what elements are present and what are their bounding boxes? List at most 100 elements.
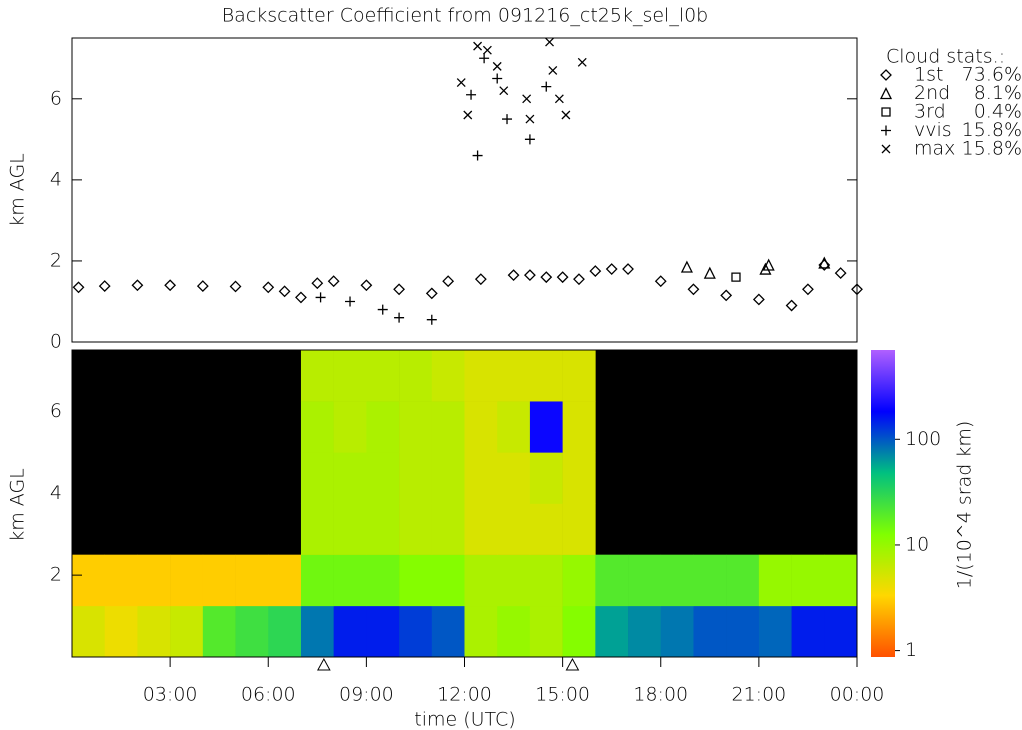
heatmap-cell — [300, 452, 334, 504]
heatmap-cell — [366, 554, 400, 607]
data-point — [196, 280, 209, 292]
heatmap-cell — [300, 350, 334, 402]
data-point — [785, 299, 798, 312]
data-point — [762, 258, 775, 271]
heatmap-cell — [628, 554, 662, 607]
x-tick-label: 09:00 — [339, 684, 394, 706]
heatmap-cell — [562, 605, 596, 658]
legend-label: 2nd — [914, 82, 950, 104]
heatmap-cell — [497, 452, 531, 504]
x-tick-label: 00:00 — [830, 684, 885, 706]
legend-marker — [880, 69, 892, 81]
heatmap-cell — [562, 452, 596, 504]
legend-value: 8.1% — [974, 82, 1022, 104]
heatmap-cell — [464, 452, 498, 504]
heatmap-cell — [529, 503, 563, 555]
heatmap-cell — [333, 350, 367, 402]
heatmap-cell — [300, 605, 334, 658]
heatmap-cell — [399, 605, 433, 658]
colorbar — [871, 350, 895, 657]
data-point — [492, 73, 503, 84]
heatmap-cell — [431, 452, 465, 504]
data-point — [377, 304, 388, 315]
heatmap-cell — [497, 401, 531, 453]
x-tick-label: 21:00 — [731, 684, 786, 706]
heatmap-cell — [529, 350, 563, 402]
legend-value: 73.6% — [962, 64, 1022, 86]
heatmap-cell — [628, 605, 662, 658]
colorbar-tick-label: 10 — [905, 533, 929, 555]
data-point — [72, 281, 85, 294]
data-point — [327, 275, 340, 288]
data-point — [278, 285, 291, 298]
y-axis-label: km AGL — [7, 468, 29, 542]
heatmap-cell — [431, 503, 465, 555]
data-point — [731, 272, 741, 282]
data-point — [687, 283, 700, 296]
heatmap-cell — [399, 452, 433, 504]
plot-frame — [71, 349, 858, 658]
heatmap-cell — [529, 401, 563, 453]
data-point — [834, 267, 847, 280]
data-point — [482, 45, 492, 55]
data-point — [524, 134, 535, 145]
data-point — [479, 53, 490, 64]
data-point — [605, 263, 618, 275]
data-point — [345, 296, 356, 307]
data-point — [507, 269, 520, 282]
plot-frame — [71, 37, 858, 343]
heatmap-cell — [562, 350, 596, 402]
data-point — [466, 89, 477, 100]
heatmap-cell — [726, 554, 760, 607]
heatmap-cell — [366, 605, 400, 658]
heatmap-cell — [202, 554, 236, 607]
data-point — [164, 279, 177, 292]
data-point — [229, 280, 242, 293]
data-point — [561, 110, 571, 120]
data-point — [473, 41, 483, 51]
legend-title: Cloud stats.: — [886, 46, 1005, 68]
heatmap-cell — [399, 350, 433, 402]
heatmap-cell — [268, 605, 302, 658]
heatmap-cell — [333, 554, 367, 607]
data-point — [752, 293, 765, 306]
heatmap-cell — [72, 554, 106, 607]
heatmap-cell — [824, 605, 858, 658]
data-point — [492, 61, 502, 71]
data-point — [525, 114, 535, 124]
heatmap-cell — [497, 554, 531, 607]
heatmap-cell — [529, 605, 563, 658]
heatmap-cell — [464, 554, 498, 607]
heatmap-cell — [497, 503, 531, 555]
legend-value: 15.8% — [962, 138, 1022, 160]
data-point — [818, 256, 831, 269]
data-point — [360, 279, 373, 292]
heatmap-cell — [562, 503, 596, 555]
y-axis-label: km AGL — [7, 153, 29, 227]
x-tick-label: 06:00 — [241, 684, 296, 706]
heatmap-cell — [497, 605, 531, 658]
data-point — [456, 78, 466, 88]
data-point — [573, 273, 585, 286]
heatmap-cell — [333, 401, 367, 453]
x-tick-label: 12:00 — [437, 684, 492, 706]
heatmap-cell — [399, 503, 433, 555]
y-tick-label: 4 — [50, 168, 62, 190]
data-point — [680, 260, 693, 273]
y-tick-label: 2 — [50, 564, 62, 586]
flag-marker — [565, 657, 580, 671]
heatmap-cell — [333, 605, 367, 658]
heatmap-cell — [464, 401, 498, 453]
heatmap-cell — [529, 452, 563, 504]
heatmap-cell — [366, 503, 400, 555]
heatmap-cell — [562, 401, 596, 453]
y-tick-label: 6 — [50, 87, 62, 109]
data-point — [315, 292, 326, 303]
legend-marker — [881, 107, 891, 117]
y-tick-label: 4 — [50, 482, 62, 504]
heatmap-cell — [235, 605, 269, 658]
data-point — [426, 314, 437, 325]
data-point — [499, 86, 509, 96]
legend-label: max — [914, 138, 955, 160]
